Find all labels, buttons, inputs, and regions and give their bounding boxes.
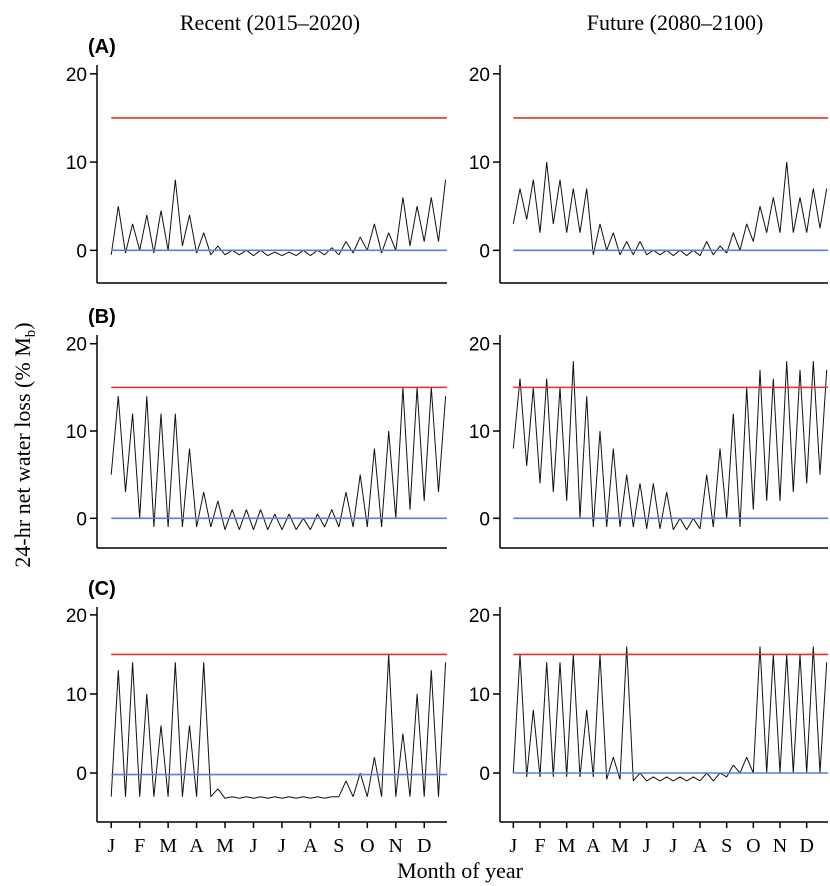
y-label-end: ) [10,322,35,329]
data-line [512,361,828,530]
x-tick-label: J [669,835,677,857]
panel-label: (C) [88,578,116,600]
y-tick-label: 10 [66,153,87,174]
x-tick-label: J [643,835,651,857]
y-tick-label: 0 [479,509,490,530]
y-tick-label: 20 [66,65,87,86]
x-tick-label: S [333,835,344,857]
data-line [512,646,828,782]
panel-label: (B) [88,306,116,328]
y-tick-label: 10 [66,422,87,443]
x-tick-label: O [360,835,374,857]
panel-label: (A) [88,36,116,58]
y-tick-label: 0 [479,764,490,785]
x-tick-label: N [773,835,787,857]
y-axis-label: 24-hr net water loss (% Mb) [10,322,39,567]
y-tick-label: 10 [469,422,490,443]
x-tick-label: N [389,835,403,857]
y-tick-label: 20 [469,335,490,356]
y-tick-label: 0 [76,241,87,262]
y-tick-label: 0 [479,241,490,262]
y-tick-label: 10 [66,685,87,706]
x-tick-label: J [278,835,286,857]
x-tick-label: D [799,835,813,857]
data-line [110,387,447,530]
y-tick-label: 20 [469,606,490,627]
x-tick-label: M [558,835,576,857]
y-tick-label: 20 [66,335,87,356]
x-tick-label: A [303,835,318,857]
x-tick-label: J [107,835,115,857]
x-tick-label: M [216,835,234,857]
x-tick-label: M [611,835,629,857]
x-axis-label: Month of year [397,858,524,883]
x-tick-label: F [134,835,145,857]
x-tick-label: O [746,835,760,857]
y-tick-label: 0 [76,509,87,530]
data-line [110,654,447,799]
x-tick-label: J [509,835,517,857]
x-tick-label: M [159,835,177,857]
y-label-text: 24-hr net water loss (% M [10,337,35,567]
y-tick-label: 20 [66,606,87,627]
x-tick-label: A [189,835,204,857]
y-tick-label: 10 [469,153,490,174]
y-tick-label: 0 [76,764,87,785]
data-line [110,179,447,257]
x-tick-label: S [721,835,732,857]
x-tick-label: A [693,835,708,857]
column-title: Future (2080–2100) [587,10,764,35]
y-label-subscript: b [23,330,39,338]
x-tick-label: A [586,835,601,857]
column-title: Recent (2015–2020) [180,10,360,35]
x-tick-label: J [250,835,258,857]
data-line [512,162,828,256]
y-tick-label: 10 [469,685,490,706]
y-tick-label: 20 [469,65,490,86]
x-tick-label: F [534,835,545,857]
x-tick-label: D [417,835,431,857]
